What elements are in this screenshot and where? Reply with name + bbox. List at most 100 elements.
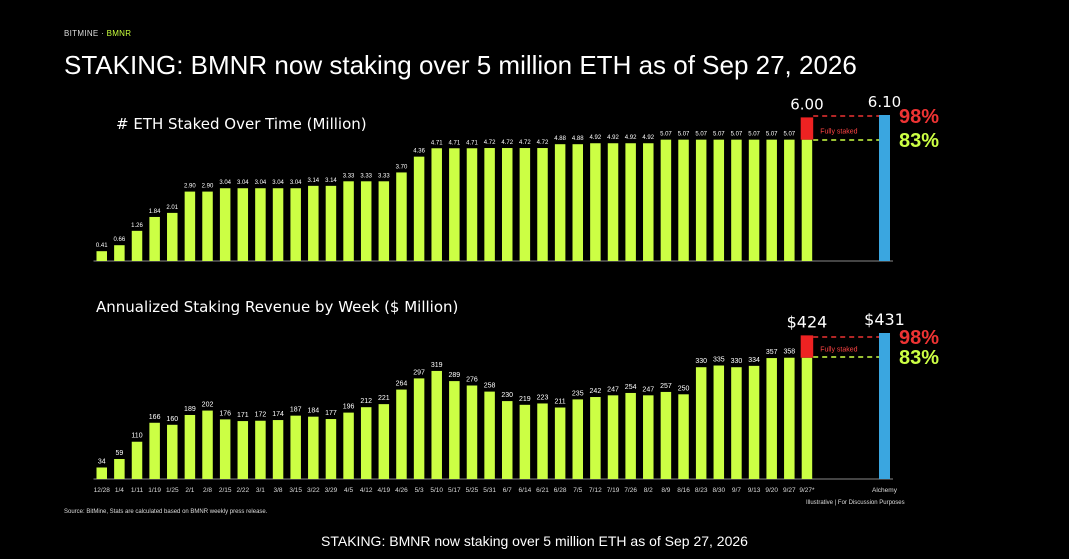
chart-2-alchemy-bar	[879, 333, 890, 479]
chart-2-data-label: 230	[501, 392, 513, 399]
chart-2-data-label: 189	[184, 406, 196, 413]
chart-2-bar	[713, 365, 725, 479]
chart-2-bar	[731, 367, 742, 479]
chart-1-bar	[748, 139, 760, 261]
chart-2-tick-label: 7/19	[607, 487, 620, 494]
chart-1-bar	[695, 139, 707, 261]
chart-2-data-label: 202	[202, 402, 214, 409]
chart-2-data-label: 59	[115, 450, 123, 457]
chart-1-data-label: 2.01	[166, 205, 178, 211]
caption: STAKING: BMNR now staking over 5 million…	[321, 533, 748, 549]
chart-1-data-label: 5.07	[766, 132, 778, 138]
chart-2-data-label: 212	[360, 398, 372, 405]
source-note: Source: BitMine, Stats are calculated ba…	[64, 509, 268, 515]
chart-2-bar	[237, 421, 249, 479]
chart-2-alchemy-total: $431	[864, 310, 905, 329]
chart-1-bar	[114, 245, 125, 261]
chart-2-tick-label: 6/14	[519, 487, 532, 494]
chart-2-data-label: 357	[766, 349, 778, 356]
chart-2-data-label: 171	[237, 412, 249, 419]
chart-1-data-label: 1.26	[131, 223, 143, 229]
chart-2-tick-label: 4/5	[344, 487, 353, 494]
chart-2-tick-label: 9/13	[748, 487, 761, 494]
chart-2-tick-label: 7/5	[573, 487, 582, 494]
chart-2-bar	[590, 397, 601, 479]
chart-1-bar	[643, 143, 654, 261]
chart-1-data-label: 4.72	[501, 140, 513, 146]
chart-1-data-label: 3.04	[272, 180, 284, 186]
chart-1-bar	[396, 172, 407, 261]
chart-1-bar	[167, 212, 178, 261]
chart-2-pct-label-98: 98%	[899, 327, 939, 349]
chart-2-tick-label: 1/11	[131, 487, 144, 494]
chart-2-tick-label: 1/4	[115, 487, 124, 494]
chart-2-bar	[554, 407, 566, 479]
chart-2-fully-staked-bar	[800, 335, 814, 358]
chart-1-bar	[149, 216, 160, 261]
chart-1-data-label: 0.41	[96, 243, 108, 249]
chart-1-data-label: 3.04	[237, 180, 249, 186]
chart-1-data-label: 3.33	[343, 173, 355, 179]
chart-1-data-label: 4.72	[484, 140, 496, 146]
chart-2-data-label: 176	[219, 410, 231, 417]
chart-2-tick-label: 6/21	[536, 487, 549, 494]
chart-1-bar	[413, 156, 425, 261]
chart-2-tick-label: 7/12	[589, 487, 602, 494]
chart-2-data-label: 184	[307, 408, 319, 415]
chart-1-data-label: 4.88	[572, 136, 584, 142]
chart-2-tick-label: 5/25	[466, 487, 479, 494]
chart-2-tick-label: 9/27*	[799, 487, 815, 494]
chart-2-bar	[572, 399, 584, 479]
chart-1-bar	[255, 188, 266, 261]
brand-company: BITMINE	[64, 29, 99, 38]
chart-2-bar	[801, 357, 813, 479]
chart-2-bar	[96, 467, 107, 479]
chart-2-tick-label: 2/8	[203, 487, 212, 494]
chart-2-tick-label: 2/22	[236, 487, 249, 494]
chart-1-data-label: 4.71	[431, 140, 443, 146]
chart-2-bar	[131, 441, 143, 479]
chart-1-bar	[501, 148, 513, 261]
chart-2-bar	[449, 381, 460, 479]
chart-2-data-label: 335	[713, 357, 725, 364]
chart-2-tick-label: 6/28	[554, 487, 567, 494]
chart-1-bar	[343, 181, 354, 261]
chart-1-bar	[484, 148, 495, 261]
chart-1-alchemy-bar	[879, 115, 890, 261]
chart-2-bar	[343, 412, 354, 479]
chart-2-data-label: 264	[396, 381, 408, 388]
chart-1-bar	[308, 185, 319, 261]
chart-2-bar	[360, 407, 372, 479]
chart-2-bar	[272, 420, 284, 479]
chart-2-tick-label: 8/9	[661, 487, 670, 494]
chart-1-data-label: 3.04	[219, 180, 231, 186]
chart-1-data-label: 3.14	[307, 178, 319, 184]
chart-2-data-label: 187	[290, 407, 302, 414]
chart-2-tick-label: 5/17	[448, 487, 461, 494]
chart-2-bar	[413, 378, 425, 479]
chart-1-bar	[378, 181, 390, 261]
chart-2-bar	[484, 391, 495, 479]
chart-2-data-label: 219	[519, 396, 531, 403]
chart-1-bar	[96, 251, 107, 261]
chart-1-bar	[131, 230, 143, 261]
chart-2-tick-label: 9/27	[783, 487, 796, 494]
chart-2-tick-label: 5/3	[415, 487, 424, 494]
chart-1-bar	[590, 143, 601, 261]
chart-1-bar	[184, 191, 196, 261]
chart-2-bar	[308, 416, 319, 479]
chart-2-tick-label: 4/12	[360, 487, 373, 494]
chart-1-data-label: 2.90	[184, 184, 196, 190]
chart-1-data-label: 5.07	[660, 132, 672, 138]
chart-1-bar	[202, 191, 213, 261]
chart-2-bar	[501, 401, 513, 479]
chart-2-tick-label: 1/19	[148, 487, 161, 494]
chart-1-data-label: 4.92	[625, 135, 637, 141]
chart-1-title: # ETH Staked Over Time (Million)	[116, 115, 367, 133]
chart-2-bar	[255, 420, 266, 479]
chart-1-bar	[801, 139, 813, 261]
chart-2-tick-label: 4/26	[395, 487, 408, 494]
chart-2-tick-label: 3/1	[256, 487, 265, 494]
chart-2-data-label: 330	[731, 358, 743, 365]
chart-1-bar	[431, 148, 442, 261]
